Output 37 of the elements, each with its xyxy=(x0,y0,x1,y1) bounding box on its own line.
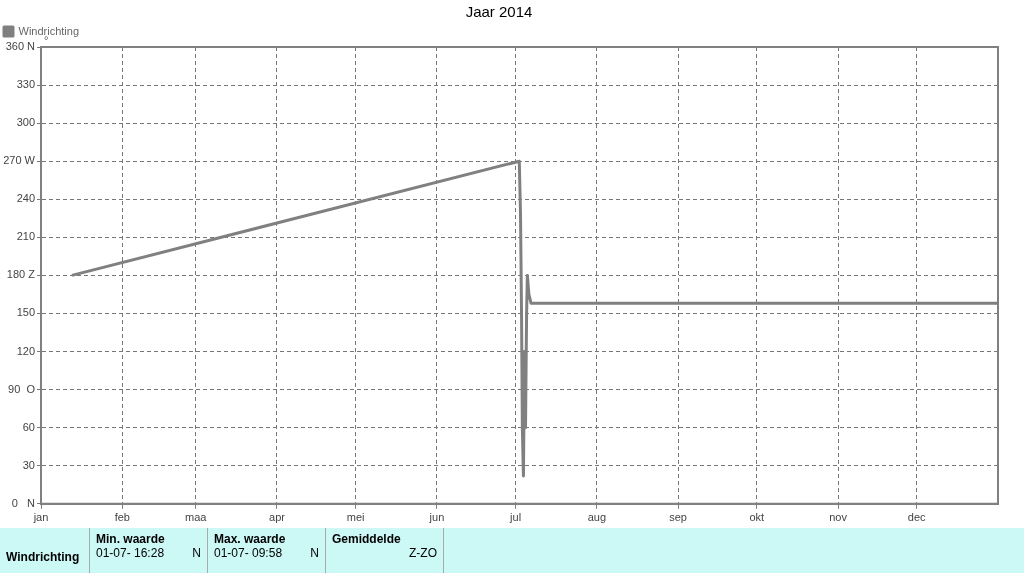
y-tick-label: 210 xyxy=(16,230,35,243)
y-tick-label: 330 xyxy=(16,78,35,91)
chart-title: Jaar 2014 xyxy=(465,3,533,21)
x-tick-label: dec xyxy=(907,511,927,524)
x-tick-label: maa xyxy=(184,511,208,524)
y-tick-label: 90 O xyxy=(8,382,36,395)
text: Max. waarde xyxy=(214,532,287,546)
x-tick-label: nov xyxy=(829,511,848,524)
y-tick-label: 180 Z xyxy=(6,268,36,281)
text: Windrichting xyxy=(6,550,81,564)
text: 01-07- 16:28 xyxy=(96,546,165,560)
x-tick-label: okt xyxy=(749,511,765,524)
y-axis-title: ° xyxy=(44,34,49,46)
x-tick-label: jan xyxy=(32,511,49,524)
text: Z-ZO xyxy=(409,546,437,560)
y-tick-label: 150 xyxy=(16,306,35,319)
y-tick-label: 300 xyxy=(16,116,35,129)
y-tick-label: 0 N xyxy=(11,496,36,509)
y-tick-label: 360 N xyxy=(5,40,36,53)
x-tick-label: aug xyxy=(587,511,607,524)
text: Gemiddelde xyxy=(332,532,402,546)
x-tick-label: sep xyxy=(669,511,687,524)
y-tick-label: 270 W xyxy=(3,154,36,167)
y-tick-label: 240 xyxy=(16,192,35,205)
y-tick-label: 60 xyxy=(22,420,35,433)
legend-label: Windrichting xyxy=(18,24,80,37)
x-tick-label: apr xyxy=(269,511,286,524)
x-tick-label: jun xyxy=(428,511,445,524)
x-tick-label: jul xyxy=(509,511,522,524)
text: N xyxy=(192,546,201,560)
text: Min. waarde xyxy=(96,532,166,546)
x-tick-label: mei xyxy=(346,511,365,524)
y-tick-label: 120 xyxy=(16,344,35,357)
text: 01-07- 09:58 xyxy=(214,546,283,560)
text: N xyxy=(310,546,319,560)
y-tick-label: 30 xyxy=(22,458,35,471)
x-tick-label: feb xyxy=(114,511,130,524)
